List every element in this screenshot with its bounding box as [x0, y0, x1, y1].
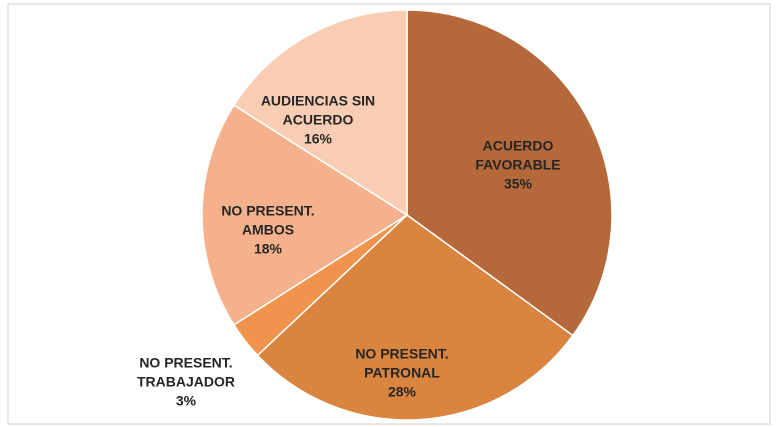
- slice-label: ACUERDO FAVORABLE 35%: [471, 137, 566, 194]
- category-label: AUDIENCIAS SIN ACUERDO: [260, 92, 376, 128]
- value-label: 35%: [503, 175, 533, 192]
- category-label: NO PRESENT. AMBOS: [221, 202, 315, 238]
- category-label: ACUERDO FAVORABLE: [475, 137, 561, 173]
- pie-slice: [232, 9, 408, 217]
- slice-label: NO PRESENT. AMBOS 18%: [208, 202, 328, 259]
- pie-slice: [256, 214, 574, 421]
- slice-label: NO PRESENT. PATRONAL 28%: [347, 345, 457, 402]
- category-label: NO PRESENT. PATRONAL: [355, 345, 449, 381]
- pie-slice: [201, 104, 409, 326]
- value-label: 3%: [175, 392, 197, 409]
- value-label: 16%: [303, 130, 333, 147]
- slice-label: AUDIENCIAS SIN ACUERDO 16%: [248, 92, 388, 149]
- value-label: 18%: [253, 240, 283, 257]
- pie-slice: [406, 9, 613, 337]
- category-label: NO PRESENT. TRABAJADOR: [137, 354, 235, 390]
- slice-label: NO PRESENT. TRABAJADOR 3%: [131, 354, 241, 411]
- value-label: 28%: [387, 383, 417, 400]
- chart-frame: [7, 3, 771, 425]
